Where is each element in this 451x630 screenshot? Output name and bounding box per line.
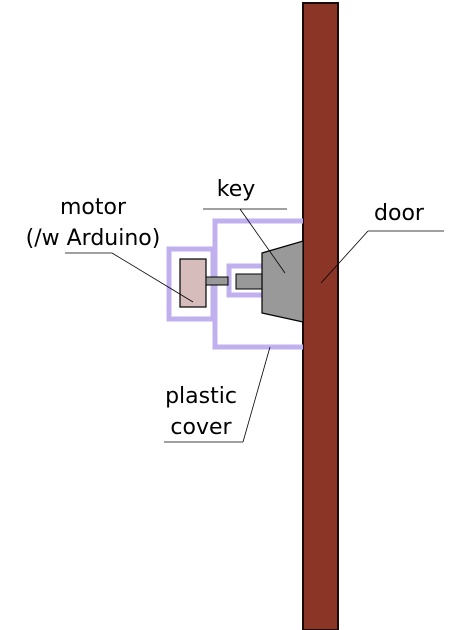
leader-lines — [65, 208, 444, 443]
motor-shaft — [205, 276, 229, 286]
shaft-cover — [226, 263, 262, 298]
door-label: door — [374, 201, 425, 226]
motor-label-line1: motor — [60, 195, 127, 220]
motor-leader — [111, 252, 194, 303]
key-head — [261, 240, 304, 323]
key-label: key — [217, 177, 256, 202]
key-leader — [239, 208, 286, 274]
door-leader — [320, 230, 369, 284]
door — [302, 2, 339, 630]
motor-label-line2: (/w Arduino) — [26, 226, 161, 251]
key-shaft — [235, 273, 264, 290]
cover-leader — [242, 346, 271, 443]
cover-label-line1: plastic — [165, 384, 237, 409]
cover-label-line2: cover — [170, 415, 232, 440]
motor-body — [179, 258, 207, 308]
